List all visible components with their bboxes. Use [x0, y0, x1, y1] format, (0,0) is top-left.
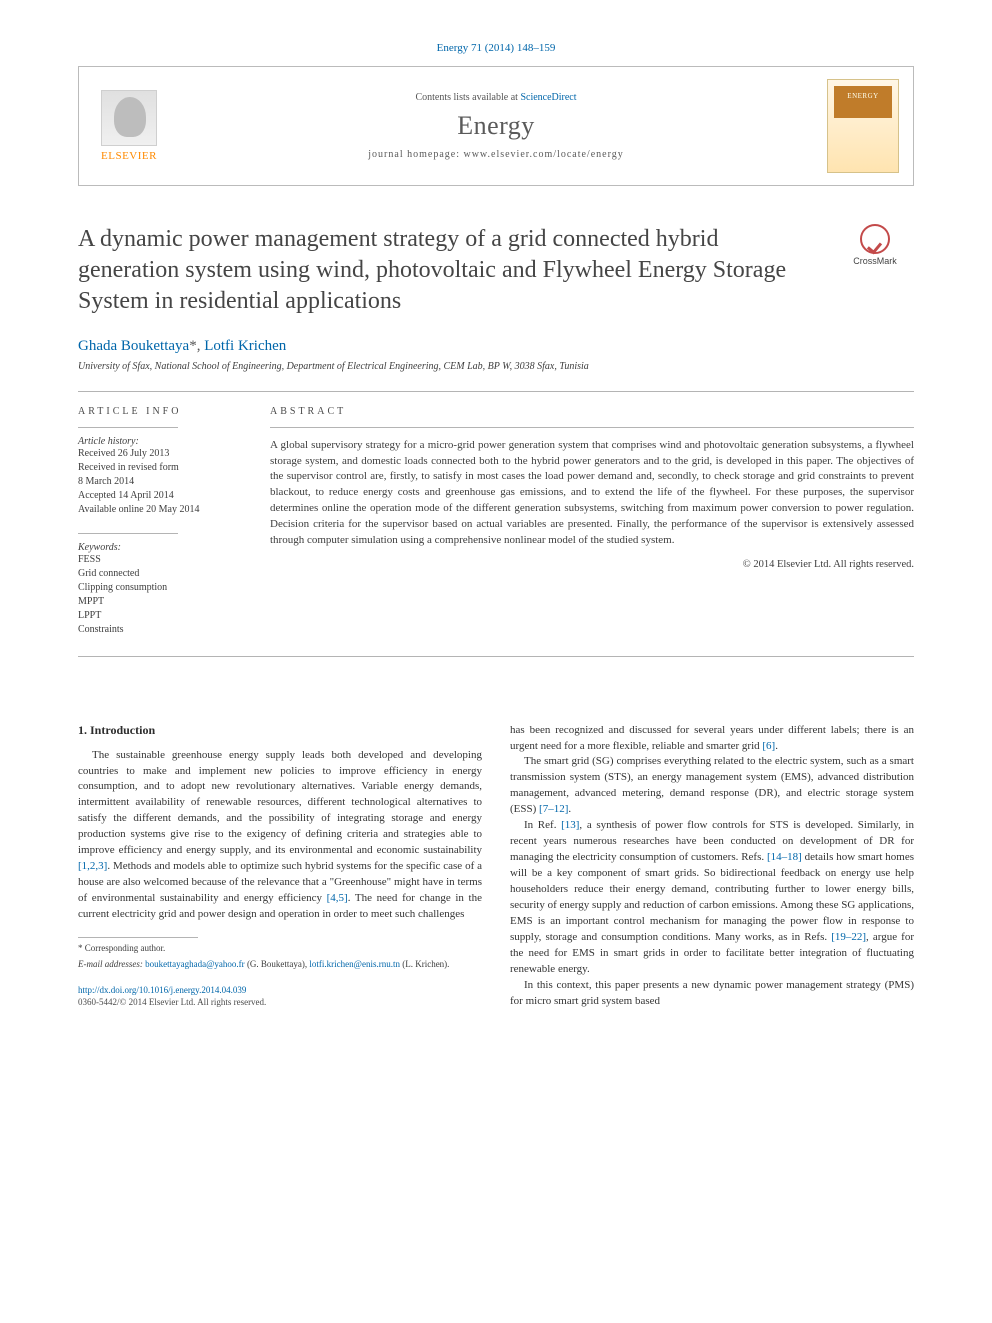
right-para-3: In Ref. [13], a synthesis of power flow …	[510, 818, 914, 977]
crossmark-label: CrossMark	[836, 256, 914, 266]
kw-3: MPPT	[78, 595, 252, 609]
cite-14-18[interactable]: [14–18]	[767, 851, 802, 863]
history-revised-1: Received in revised form	[78, 461, 252, 475]
homepage-prefix: journal homepage:	[368, 149, 463, 160]
cite-6[interactable]: [6]	[762, 740, 775, 752]
homepage-url: www.elsevier.com/locate/energy	[463, 149, 623, 160]
abstract-copyright: © 2014 Elsevier Ltd. All rights reserved…	[270, 559, 914, 570]
cite-19-22[interactable]: [19–22]	[831, 931, 866, 943]
info-abstract-row: ARTICLE INFO Article history: Received 2…	[78, 406, 914, 637]
author-1-link[interactable]: Ghada Boukettaya	[78, 338, 189, 354]
article-info-column: ARTICLE INFO Article history: Received 2…	[78, 406, 270, 637]
email-1-name: (G. Boukettaya),	[245, 959, 310, 969]
rp2b: .	[568, 803, 571, 815]
email-label: E-mail addresses:	[78, 959, 143, 969]
contents-prefix: Contents lists available at	[415, 92, 520, 103]
history-label: Article history:	[78, 436, 252, 447]
cite-4-5[interactable]: [4,5]	[327, 892, 348, 904]
right-column: has been recognized and discussed for se…	[510, 723, 914, 1010]
divider-bottom	[78, 656, 914, 657]
history-received: Received 26 July 2013	[78, 447, 252, 461]
history-revised-2: 8 March 2014	[78, 475, 252, 489]
kw-4: LPPT	[78, 609, 252, 623]
keywords-block: Keywords: FESS Grid connected Clipping c…	[78, 533, 252, 637]
email-2-link[interactable]: lotfi.krichen@enis.rnu.tn	[309, 959, 400, 969]
short-rule-2	[78, 533, 178, 534]
footnote-rule	[78, 937, 198, 938]
email-2-name: (L. Krichen).	[400, 959, 449, 969]
affiliation-line: University of Sfax, National School of E…	[78, 361, 914, 372]
short-rule-1	[78, 427, 178, 428]
crossmark-badge[interactable]: CrossMark	[836, 224, 914, 266]
journal-homepage-line: journal homepage: www.elsevier.com/locat…	[165, 149, 827, 160]
right-para-2: The smart grid (SG) comprises everything…	[510, 754, 914, 818]
rp3c: details how smart homes will be a key co…	[510, 851, 914, 943]
journal-name: Energy	[165, 111, 827, 141]
right-para-1: has been recognized and discussed for se…	[510, 723, 914, 755]
email-1-link[interactable]: boukettayaghada@yahoo.fr	[145, 959, 245, 969]
divider-top	[78, 391, 914, 392]
rp1b: .	[775, 740, 778, 752]
journal-header-band: ELSEVIER Contents lists available at Sci…	[78, 66, 914, 186]
authors-line: Ghada Boukettaya*, Lotfi Krichen	[78, 338, 914, 355]
history-online: Available online 20 May 2014	[78, 503, 252, 517]
kw-5: Constraints	[78, 623, 252, 637]
abstract-rule	[270, 427, 914, 428]
abstract-text: A global supervisory strategy for a micr…	[270, 438, 914, 550]
citation-link[interactable]: Energy 71 (2014) 148–159	[437, 42, 556, 54]
footnote-corresponding: * Corresponding author.	[78, 942, 482, 954]
history-accepted: Accepted 14 April 2014	[78, 489, 252, 503]
cite-13[interactable]: [13]	[561, 819, 579, 831]
cite-7-12[interactable]: [7–12]	[539, 803, 568, 815]
doi-link[interactable]: http://dx.doi.org/10.1016/j.energy.2014.…	[78, 985, 246, 995]
publisher-logo-block: ELSEVIER	[93, 90, 165, 162]
doi-block: http://dx.doi.org/10.1016/j.energy.2014.…	[78, 984, 482, 1008]
p1a: The sustainable greenhouse energy supply…	[78, 749, 482, 857]
crossmark-icon	[860, 224, 890, 254]
header-center: Contents lists available at ScienceDirec…	[165, 92, 827, 160]
section-1-head: 1. Introduction	[78, 723, 482, 738]
rp1a: has been recognized and discussed for se…	[510, 724, 914, 752]
abstract-head: ABSTRACT	[270, 406, 914, 417]
kw-0: FESS	[78, 553, 252, 567]
keywords-label: Keywords:	[78, 542, 252, 553]
kw-1: Grid connected	[78, 567, 252, 581]
article-title: A dynamic power management strategy of a…	[78, 224, 822, 318]
contents-available-line: Contents lists available at ScienceDirec…	[165, 92, 827, 103]
abstract-column: ABSTRACT A global supervisory strategy f…	[270, 406, 914, 637]
body-columns: 1. Introduction The sustainable greenhou…	[78, 723, 914, 1010]
intro-para-1: The sustainable greenhouse energy supply…	[78, 748, 482, 923]
issn-copyright: 0360-5442/© 2014 Elsevier Ltd. All right…	[78, 997, 266, 1007]
kw-2: Clipping consumption	[78, 581, 252, 595]
title-block: A dynamic power management strategy of a…	[78, 224, 914, 318]
right-para-4: In this context, this paper presents a n…	[510, 978, 914, 1010]
publisher-name: ELSEVIER	[93, 150, 165, 162]
footnote-emails: E-mail addresses: boukettayaghada@yahoo.…	[78, 958, 482, 970]
citation-line: Energy 71 (2014) 148–159	[78, 42, 914, 54]
cite-1-2-3[interactable]: [1,2,3]	[78, 860, 107, 872]
author-2-link[interactable]: Lotfi Krichen	[204, 338, 286, 354]
article-info-head: ARTICLE INFO	[78, 406, 252, 417]
journal-cover-thumbnail	[827, 79, 899, 173]
author-1-sup: *	[189, 338, 197, 354]
left-column: 1. Introduction The sustainable greenhou…	[78, 723, 482, 1010]
rp3a: In Ref.	[524, 819, 561, 831]
sciencedirect-link[interactable]: ScienceDirect	[520, 92, 576, 103]
elsevier-tree-icon	[101, 90, 157, 146]
